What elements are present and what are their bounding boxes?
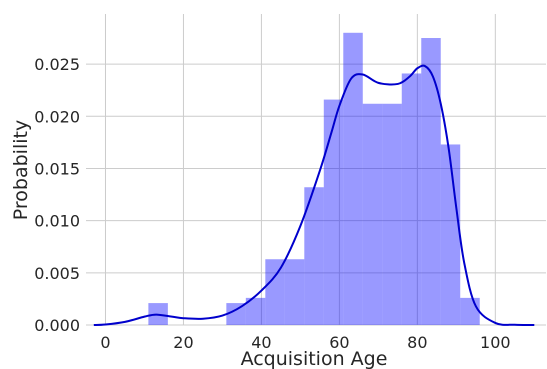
histogram-bar — [401, 73, 422, 326]
y-tick-label: 0.010 — [34, 212, 80, 231]
histogram-bar — [245, 297, 266, 325]
x-tick-label: 60 — [329, 333, 349, 352]
histogram-bar — [362, 103, 383, 325]
y-tick-label: 0.015 — [34, 159, 80, 178]
histogram-bar — [382, 103, 402, 325]
x-tick-label: 20 — [173, 333, 193, 352]
histogram-bar — [343, 32, 363, 325]
histogram-bar — [440, 144, 461, 325]
x-tick-label: 100 — [480, 333, 511, 352]
x-tick-label: 80 — [407, 333, 427, 352]
y-tick-label: 0.005 — [34, 264, 80, 283]
histogram-bar — [421, 38, 441, 325]
y-tick-labels: 0.000 0.005 0.010 0.015 0.020 0.025 — [34, 55, 80, 335]
histogram-bars — [148, 32, 480, 326]
x-axis-label: Acquisition Age — [241, 348, 388, 369]
histogram-bar — [226, 303, 246, 325]
kde-line — [93, 64, 535, 327]
grid — [86, 14, 546, 326]
histogram-bar — [304, 187, 324, 325]
x-tick-label: 0 — [100, 333, 110, 352]
histogram-bar — [323, 99, 344, 325]
y-tick-label: 0.020 — [34, 107, 80, 126]
y-tick-label: 0.000 — [34, 316, 80, 335]
histogram-bar — [265, 259, 285, 325]
x-tick-labels: 0 20 40 60 80 100 — [100, 333, 510, 352]
x-tick-label: 40 — [251, 333, 271, 352]
histogram-bar — [284, 259, 305, 325]
y-axis-label: Probability — [10, 120, 32, 220]
histogram-bar — [460, 297, 480, 325]
y-tick-label: 0.025 — [34, 55, 80, 74]
